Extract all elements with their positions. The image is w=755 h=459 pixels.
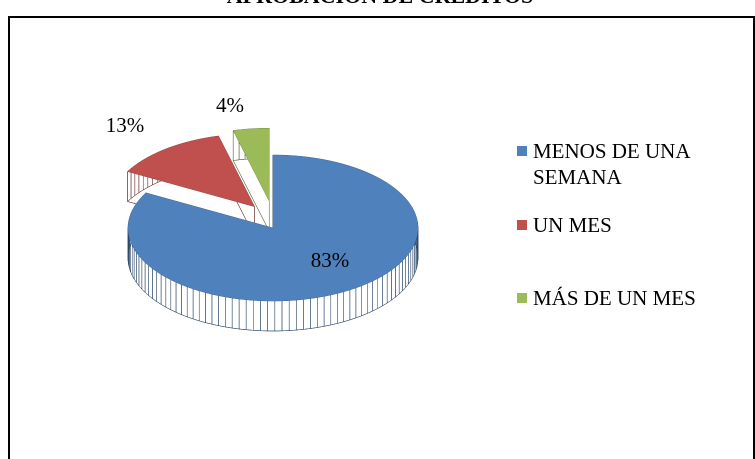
legend-item: MENOS DE UNA SEMANA	[517, 138, 747, 190]
pie-slice	[233, 128, 270, 202]
legend-label: MENOS DE UNA SEMANA	[533, 139, 690, 189]
legend-swatch	[517, 146, 527, 156]
legend-item: MÁS DE UN MES	[517, 285, 747, 311]
data-label: 83%	[311, 248, 350, 272]
chart-frame	[8, 16, 755, 459]
pie-slice	[128, 155, 418, 301]
legend-label: UN MES	[533, 213, 612, 237]
data-label: 13%	[106, 113, 145, 137]
pie-slice	[127, 135, 255, 207]
legend-swatch	[517, 293, 527, 303]
chart-title: APROBACIÓN DE CRÉDITOS	[227, 0, 533, 8]
legend-label: MÁS DE UN MES	[533, 286, 696, 310]
data-label: 4%	[216, 93, 244, 117]
legend-swatch	[517, 220, 527, 230]
legend-item: UN MES	[517, 212, 747, 238]
